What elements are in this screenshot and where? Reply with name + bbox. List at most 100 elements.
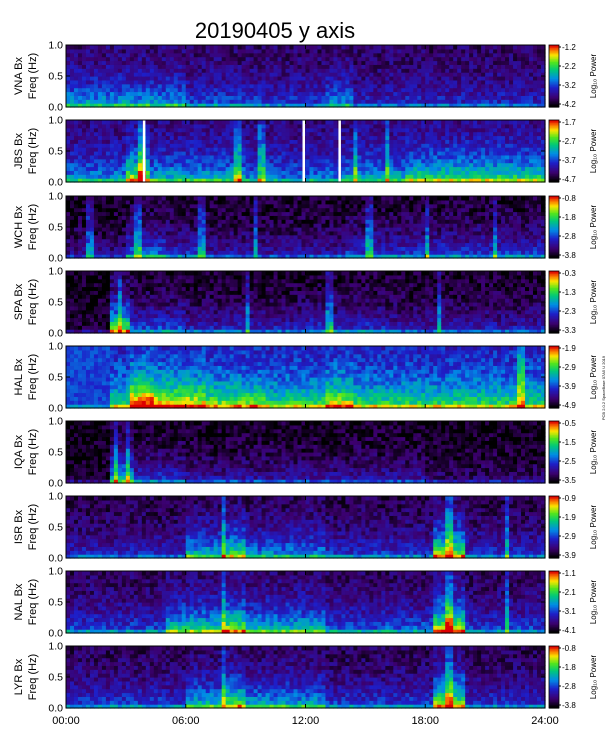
colorbar-label: Log₁₀ Power bbox=[589, 655, 598, 700]
colorbar-label: Log₁₀ Power bbox=[589, 280, 598, 325]
y-tick-label: 1.0 bbox=[48, 491, 63, 503]
colorbar-label: Log₁₀ Power bbox=[589, 129, 598, 174]
colorbar: -1.7 -2.7 -3.7 -4.7 Log₁₀ Power bbox=[548, 118, 598, 184]
panel-hal: 0.0 0.5 1.0 HAL Bx Freq (Hz) -1.9 -2.9 -3.9 -4.9… bbox=[13, 341, 598, 415]
colorbar-tick-label: -1.8 bbox=[562, 663, 576, 672]
spectrogram-image bbox=[66, 571, 546, 634]
colorbar-tick-label: -3.9 bbox=[562, 551, 576, 560]
y-tick-label: 1.0 bbox=[48, 416, 63, 428]
spectrogram-image bbox=[66, 271, 546, 334]
y-axis-station-label: HAL Bx bbox=[13, 358, 25, 395]
y-tick-label: 0.0 bbox=[48, 177, 63, 189]
colorbar-tick-label: -2.9 bbox=[562, 532, 576, 541]
colorbar-label: Log₁₀ Power bbox=[589, 54, 598, 99]
y-tick-label: 0.0 bbox=[48, 553, 63, 565]
y-axis-freq-label: Freq (Hz) bbox=[27, 279, 39, 325]
y-axis-station-label: IQA Bx bbox=[13, 434, 25, 469]
colorbar: -0.8 -1.8 -2.8 -3.8 Log₁₀ Power bbox=[548, 644, 598, 710]
colorbar-label: Log₁₀ Power bbox=[589, 505, 598, 550]
y-axis-freq-label: Freq (Hz) bbox=[27, 53, 39, 99]
spectrogram-image bbox=[66, 346, 546, 409]
colorbar-tick-label: -3.8 bbox=[562, 701, 576, 710]
y-axis-station-label: WCH Bx bbox=[13, 205, 25, 248]
y-tick-label: 0.5 bbox=[48, 597, 63, 609]
y-tick-label: 1.0 bbox=[48, 115, 63, 127]
y-axis-freq-label: Freq (Hz) bbox=[27, 128, 39, 174]
y-tick-label: 1.0 bbox=[48, 40, 63, 52]
spectrogram-image bbox=[66, 496, 546, 559]
y-tick-label: 0.5 bbox=[48, 222, 63, 234]
y-tick-label: 1.0 bbox=[48, 566, 63, 578]
colorbar: -0.3 -1.3 -2.3 -3.3 Log₁₀ Power bbox=[548, 269, 598, 335]
colorbar-tick-label: -3.7 bbox=[562, 156, 576, 165]
colorbar-tick-label: -3.8 bbox=[562, 251, 576, 260]
colorbar: -0.9 -1.9 -2.9 -3.9 Log₁₀ Power bbox=[548, 494, 598, 560]
colorbar-tick-label: -1.2 bbox=[562, 43, 576, 52]
colorbar-tick-label: -3.5 bbox=[562, 476, 576, 485]
colorbar-tick-label: -3.9 bbox=[562, 382, 576, 391]
colorbar-tick-label: -0.8 bbox=[562, 194, 576, 203]
colorbar-tick-label: -1.8 bbox=[562, 213, 576, 222]
colorbar-tick-label: -3.3 bbox=[562, 326, 576, 335]
y-axis-freq-label: Freq (Hz) bbox=[27, 504, 39, 550]
colorbar-tick-label: -2.8 bbox=[562, 232, 576, 241]
y-tick-label: 1.0 bbox=[48, 641, 63, 653]
y-tick-label: 0.5 bbox=[48, 522, 63, 534]
colorbar-tick-label: -1.5 bbox=[562, 438, 576, 447]
x-tick-label: 24:00 bbox=[531, 715, 559, 727]
colorbar-tick-label: -2.7 bbox=[562, 137, 576, 146]
colorbar-tick-label: -0.8 bbox=[562, 644, 576, 653]
colorbar-tick-label: -1.1 bbox=[562, 569, 576, 578]
colorbar-tick-label: -1.9 bbox=[562, 344, 576, 353]
y-axis-freq-label: Freq (Hz) bbox=[27, 204, 39, 250]
y-tick-label: 0.5 bbox=[48, 372, 63, 384]
panel-isr: 0.0 0.5 1.0 ISR Bx Freq (Hz) -0.9 -1.9 -2.9 -3.9… bbox=[13, 491, 598, 565]
panel-jbs: 0.0 0.5 1.0 JBS Bx Freq (Hz) -1.7 -2.7 -3.7 -4.7… bbox=[13, 115, 598, 189]
y-axis-freq-label: Freq (Hz) bbox=[27, 579, 39, 625]
colorbar-tick-label: -2.1 bbox=[562, 588, 576, 597]
y-axis-freq-label: Freq (Hz) bbox=[27, 429, 39, 475]
data-gap bbox=[142, 120, 146, 182]
y-tick-label: 1.0 bbox=[48, 191, 63, 203]
data-gap bbox=[338, 120, 341, 182]
y-tick-label: 0.5 bbox=[48, 146, 63, 158]
x-tick-label: 12:00 bbox=[292, 715, 320, 727]
y-tick-label: 1.0 bbox=[48, 266, 63, 278]
colorbar-tick-label: -0.3 bbox=[562, 269, 576, 278]
x-axis: 00:00 06:00 12:00 18:00 24:00 bbox=[52, 715, 559, 727]
panel-vna: 0.0 0.5 1.0 VNA Bx Freq (Hz) -1.2 -2.2 -3.2 -4.2… bbox=[13, 40, 598, 114]
colorbar-label: Log₁₀ Power bbox=[589, 580, 598, 625]
y-axis-station-label: VNA Bx bbox=[13, 57, 25, 95]
y-tick-label: 0.0 bbox=[48, 403, 63, 415]
colorbar-tick-label: -0.9 bbox=[562, 494, 576, 503]
colorbar-tick-label: -2.9 bbox=[562, 363, 576, 372]
panel-iqa: 0.0 0.5 1.0 IQA Bx Freq (Hz) -0.5 -1.5 -2.5 -3.5… bbox=[13, 416, 598, 490]
spectrogram-image bbox=[66, 646, 546, 709]
y-tick-label: 0.0 bbox=[48, 328, 63, 340]
colorbar: -0.5 -1.5 -2.5 -3.5 Log₁₀ Power bbox=[548, 419, 598, 485]
colorbar-tick-label: -4.7 bbox=[562, 175, 576, 184]
y-axis-station-label: LYR Bx bbox=[13, 658, 25, 695]
colorbar-tick-label: -2.2 bbox=[562, 62, 576, 71]
y-axis-freq-label: Freq (Hz) bbox=[27, 654, 39, 700]
y-tick-label: 0.5 bbox=[48, 447, 63, 459]
chart-title: 20190405 y axis bbox=[195, 18, 355, 43]
colorbar: -0.8 -1.8 -2.8 -3.8 Log₁₀ Power bbox=[548, 194, 598, 260]
y-tick-label: 0.5 bbox=[48, 297, 63, 309]
x-tick-label: 18:00 bbox=[411, 715, 439, 727]
colorbar-tick-label: -3.1 bbox=[562, 607, 576, 616]
colorbar-tick-label: -4.9 bbox=[562, 401, 576, 410]
y-axis-station-label: NAL Bx bbox=[13, 583, 25, 620]
colorbar-tick-label: -1.7 bbox=[562, 118, 576, 127]
y-tick-label: 0.0 bbox=[48, 628, 63, 640]
spectrogram-image bbox=[66, 45, 546, 108]
y-axis-freq-label: Freq (Hz) bbox=[27, 354, 39, 400]
spectrogram-image bbox=[66, 120, 546, 183]
colorbar-tick-label: -1.3 bbox=[562, 288, 576, 297]
colorbar-label: Log₁₀ Power bbox=[589, 355, 598, 400]
panel-spa: 0.0 0.5 1.0 SPA Bx Freq (Hz) -0.3 -1.3 -2.3 -3.3… bbox=[13, 266, 598, 340]
x-tick-label: 06:00 bbox=[172, 715, 200, 727]
y-tick-label: 0.0 bbox=[48, 478, 63, 490]
colorbar-tick-label: -3.2 bbox=[562, 81, 576, 90]
